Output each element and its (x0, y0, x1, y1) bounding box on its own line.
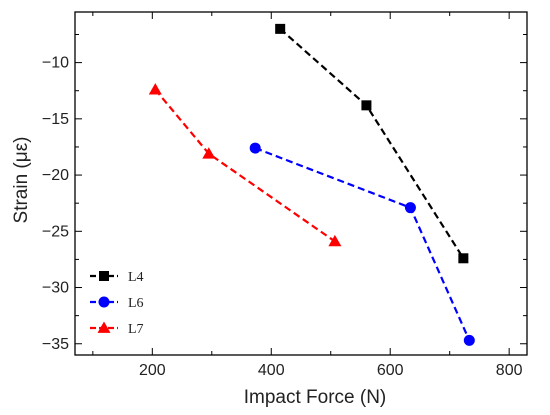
legend: L4 L6 L7 (90, 270, 144, 337)
legend-entry-l7: L7 (90, 321, 144, 337)
series-l4 (275, 23, 469, 264)
x-axis-label: Impact Force (N) (244, 387, 387, 408)
legend-marker-l7 (97, 321, 111, 333)
y-tick-label: −15 (42, 111, 69, 128)
data-point-l6 (249, 142, 261, 154)
legend-label-l7: L7 (128, 322, 144, 337)
legend-label-l4: L4 (128, 270, 144, 285)
series-l6 (249, 142, 475, 346)
data-point-l4 (275, 23, 286, 34)
series-layer (148, 23, 475, 346)
series-line-l7 (154, 88, 336, 243)
legend-marker-l4 (99, 271, 109, 281)
y-tick-label: −25 (42, 223, 69, 240)
series-l7 (148, 83, 342, 247)
y-tick-label: −10 (42, 55, 69, 72)
plot-frame (74, 11, 528, 356)
y-axis-label: Strain (με) (11, 137, 32, 224)
data-point-l7 (328, 234, 342, 247)
x-tick-label: 200 (139, 362, 166, 379)
data-point-l7 (148, 83, 162, 95)
axes: 200 400 600 800 −10 −15 −20 −25 −30 −35 (42, 11, 528, 379)
x-tick-label: 600 (377, 362, 404, 379)
legend-label-l6: L6 (128, 296, 144, 311)
data-point-l6 (463, 334, 475, 346)
data-point-l7 (202, 147, 216, 159)
series-line-l4 (279, 28, 465, 259)
legend-marker-l6 (98, 296, 110, 308)
x-tick-label: 800 (496, 362, 523, 379)
y-tick-label: −20 (42, 167, 69, 184)
data-point-l4 (458, 253, 469, 264)
y-tick-label: −35 (42, 336, 69, 353)
x-tick-label: 400 (258, 362, 285, 379)
legend-entry-l4: L4 (90, 270, 144, 285)
series-line-l6 (254, 147, 471, 341)
legend-entry-l6: L6 (90, 296, 144, 311)
data-point-l6 (404, 202, 416, 214)
y-tick-label: −30 (42, 280, 69, 297)
data-point-l4 (361, 100, 372, 111)
